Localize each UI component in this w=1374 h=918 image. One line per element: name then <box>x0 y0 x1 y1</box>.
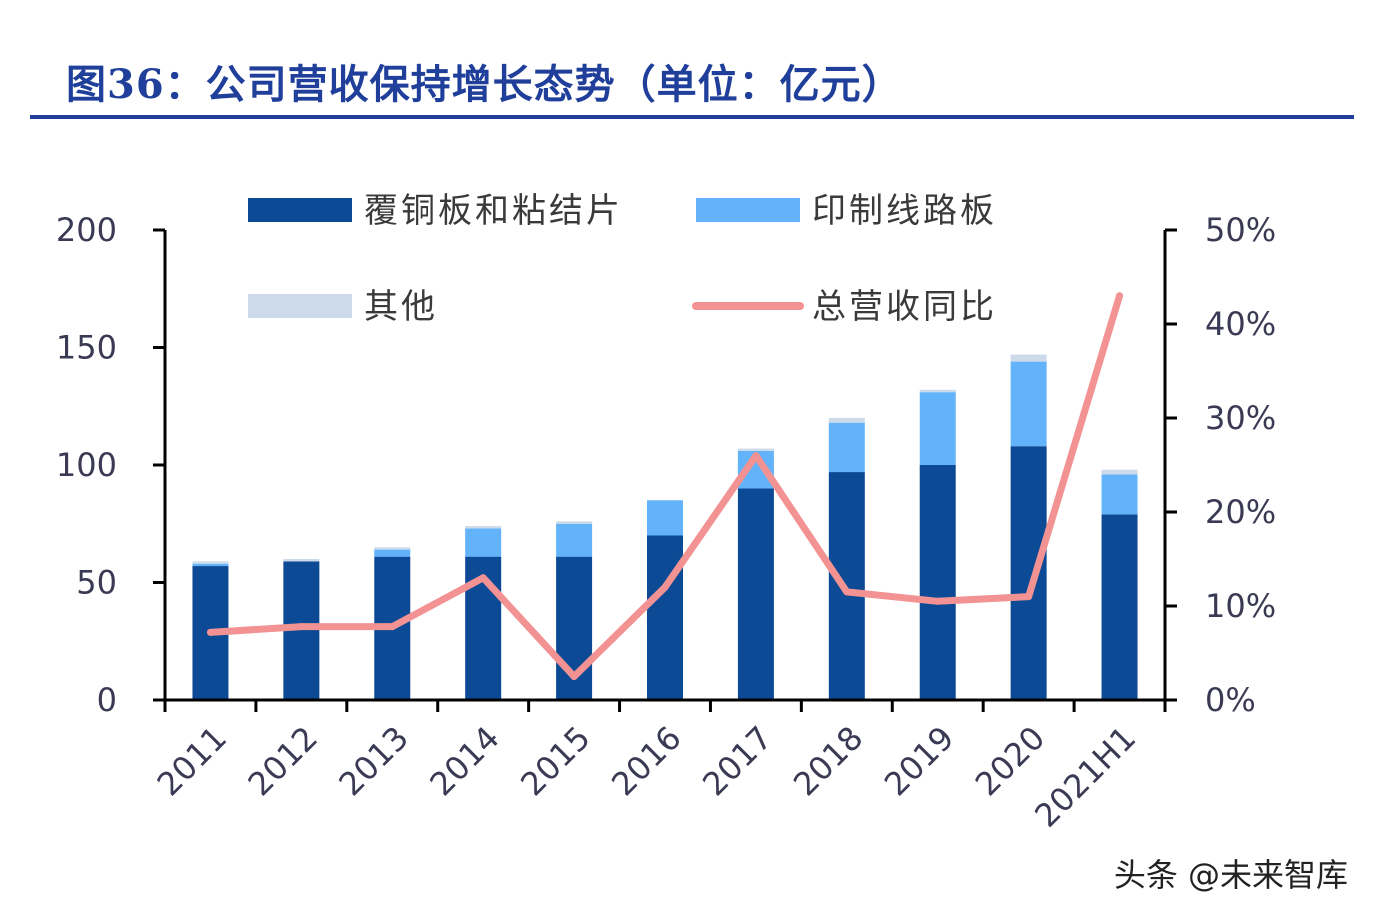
yoy-line-group <box>206 292 1124 680</box>
watermark: 头条 @未来智库 <box>1113 856 1348 894</box>
x-tick-label: 2016 <box>604 719 688 803</box>
bar-pcb <box>828 422 865 473</box>
y-right-tick-label: 0% <box>1205 681 1256 719</box>
legend-label-pcb: 印制线路板 <box>812 191 997 231</box>
bar-pcb <box>919 392 956 465</box>
x-tick-label: 2013 <box>331 719 415 803</box>
x-tick-label: 2019 <box>877 719 961 803</box>
bar-pcb <box>465 528 502 557</box>
yoy-point <box>479 574 487 582</box>
bar-other <box>1101 469 1138 475</box>
y-left-tick-label: 100 <box>56 446 117 484</box>
y-right-tick-label: 30% <box>1205 399 1276 437</box>
y-right-tick-label: 40% <box>1205 305 1276 343</box>
y-right-tick-label: 50% <box>1205 211 1276 249</box>
bar-other <box>374 547 411 550</box>
legend-label-other: 其他 <box>364 287 438 327</box>
legend-label-yoy: 总营收同比 <box>812 287 997 327</box>
bar-other <box>465 526 502 529</box>
legend: 覆铜板和粘结片 印制线路板 其他 总营收同比 <box>248 191 997 327</box>
bar-other <box>192 561 229 564</box>
x-tick-label: 2015 <box>513 719 597 803</box>
legend-swatch-other <box>248 294 352 318</box>
x-tick-label: 2012 <box>241 719 325 803</box>
bar-pcb <box>1010 361 1047 447</box>
yoy-point <box>934 597 942 605</box>
bar-other <box>1010 354 1047 362</box>
bar-ccl <box>919 465 956 700</box>
y-left-tick-label: 150 <box>56 329 117 367</box>
yoy-point <box>1116 292 1124 300</box>
x-tick-label: 2014 <box>422 719 506 803</box>
x-tick-label: 2021H1 <box>1027 719 1143 835</box>
legend-label-ccl: 覆铜板和粘结片 <box>364 191 623 231</box>
y-left-tick-label: 0 <box>97 681 117 719</box>
bar-ccl <box>1101 514 1138 700</box>
yoy-point <box>570 673 578 680</box>
yoy-point <box>843 588 851 596</box>
bar-other <box>556 521 593 524</box>
x-tick-label: 2011 <box>150 719 234 803</box>
yoy-point <box>661 583 669 591</box>
x-tick-label: 2017 <box>695 719 779 803</box>
bar-pcb <box>647 500 683 536</box>
yoy-point <box>388 623 396 631</box>
bar-other <box>919 389 956 393</box>
x-tick-label: 2018 <box>786 719 870 803</box>
bar-pcb <box>192 563 229 567</box>
y-right-tick-label: 20% <box>1205 493 1276 531</box>
x-tick-label: 2020 <box>968 719 1052 803</box>
bar-other <box>283 559 320 562</box>
y-left-tick-label: 200 <box>56 211 117 249</box>
y-right-tick-label: 10% <box>1205 587 1276 625</box>
bar-other <box>828 418 865 423</box>
bar-pcb <box>374 549 411 557</box>
bar-other <box>737 448 774 451</box>
yoy-point <box>297 623 305 631</box>
yoy-point <box>1025 593 1033 601</box>
chart-title: 图36：公司营收保持增长态势（单位：亿元） <box>66 61 903 108</box>
legend-swatch-ccl <box>248 198 352 222</box>
bar-ccl <box>737 488 774 700</box>
legend-swatch-pcb <box>696 198 800 222</box>
bar-ccl <box>647 535 683 700</box>
yoy-point <box>206 628 214 636</box>
bar-ccl <box>1010 446 1047 700</box>
bars-group <box>192 354 1138 700</box>
bar-pcb <box>1101 474 1138 515</box>
bar-pcb <box>556 523 593 557</box>
title-divider <box>30 115 1354 119</box>
y-left-tick-label: 50 <box>76 564 117 602</box>
yoy-point <box>752 452 760 460</box>
